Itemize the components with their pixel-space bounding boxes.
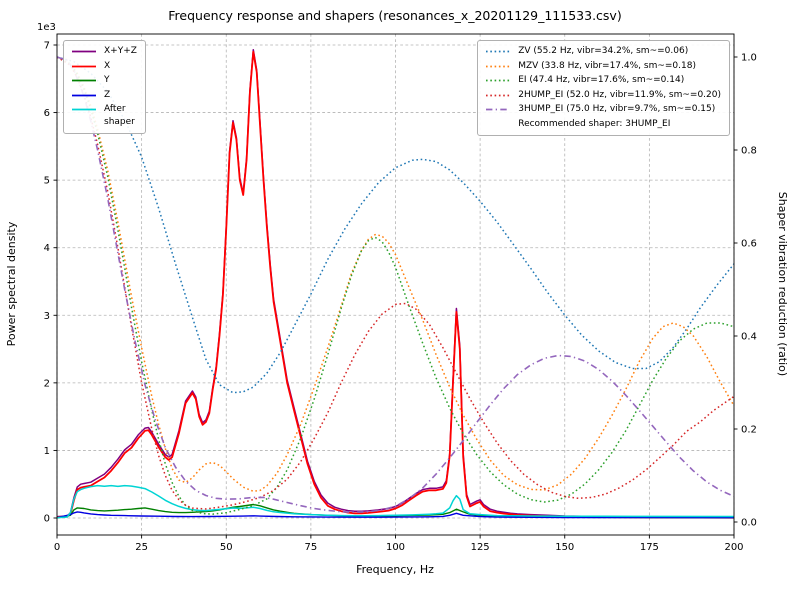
- shaper-legend: ZV (55.2 Hz, vibr=34.2%, sm~=0.06) MZV (3…: [477, 40, 730, 136]
- y-left-tick-label: 7: [44, 41, 50, 52]
- legend-item: X: [71, 60, 137, 73]
- series-y-curve: [57, 503, 734, 519]
- legend-item-label: Z: [104, 89, 111, 100]
- legend-line-sample: [486, 65, 511, 67]
- series-2hump_ei-curve: [57, 56, 734, 510]
- legend-item-label: 2HUMP_EI (52.0 Hz, vibr=11.9%, sm~=0.20): [518, 89, 721, 100]
- legend-item-label: After shaper: [104, 104, 135, 127]
- x-tick-label: 25: [135, 542, 148, 553]
- legend-line-sample: [72, 108, 96, 111]
- y-left-tick-label: 2: [44, 378, 50, 389]
- y-right-tick-label: 1.0: [741, 53, 757, 64]
- legend-item-label: Y: [104, 75, 110, 86]
- x-tick-label: 200: [724, 542, 743, 553]
- legend-item-label: MZV (33.8 Hz, vibr=17.4%, sm~=0.18): [518, 60, 696, 71]
- series-3hump_ei-curve: [57, 56, 734, 513]
- y-left-tick-label: 5: [44, 176, 50, 187]
- x-tick-label: 0: [54, 542, 60, 553]
- y-right-tick-label: 0.6: [741, 239, 757, 250]
- y-right-tick-label: 0.0: [741, 518, 757, 529]
- y-right-tick-label: 0.8: [741, 146, 757, 157]
- x-tick-label: 100: [386, 542, 405, 553]
- legend-line-sample: [486, 108, 511, 111]
- legend-line-sample: [486, 79, 511, 82]
- legend-line-sample: [486, 94, 511, 97]
- legend-item: After shaper: [71, 103, 137, 128]
- x-tick-label: 150: [555, 542, 574, 553]
- psd-legend: X+Y+Z X Y Z After shaper: [63, 40, 146, 134]
- legend-line-sample: [72, 65, 96, 67]
- x-tick-label: 175: [640, 542, 659, 553]
- y-left-tick-label: 6: [44, 108, 50, 119]
- legend-item: EI (47.4 Hz, vibr=17.6%, sm~=0.14): [485, 74, 721, 87]
- legend-line-sample: [72, 94, 96, 97]
- legend-item: MZV (33.8 Hz, vibr=17.4%, sm~=0.18): [485, 60, 721, 73]
- legend-item: Z: [71, 89, 137, 102]
- legend-item-label: 3HUMP_EI (75.0 Hz, vibr=9.7%, sm~=0.15): [518, 104, 716, 115]
- y-axis-offset-label: 1e3: [37, 22, 56, 33]
- legend-item-label: X: [104, 60, 111, 71]
- y-right-tick-label: 0.2: [741, 425, 757, 436]
- legend-line-sample: [72, 50, 96, 53]
- series-ei-curve: [57, 56, 734, 515]
- y-left-tick-label: 3: [44, 311, 50, 322]
- legend-item: 2HUMP_EI (52.0 Hz, vibr=11.9%, sm~=0.20): [485, 89, 721, 102]
- legend-item: X+Y+Z: [71, 45, 137, 58]
- recommended-shaper-note: Recommended shaper: 3HUMP_EI: [518, 118, 671, 129]
- legend-line-sample: [72, 79, 96, 82]
- legend-item: 3HUMP_EI (75.0 Hz, vibr=9.7%, sm~=0.15): [485, 103, 721, 116]
- series-z-curve: [57, 511, 734, 519]
- series-after-shaper-curve: [57, 484, 734, 519]
- x-axis-label: Frequency, Hz: [356, 563, 434, 576]
- y-left-axis-label: Power spectral density: [5, 221, 18, 346]
- x-tick-label: 125: [471, 542, 490, 553]
- legend-item: Y: [71, 74, 137, 87]
- series-x-curve: [57, 50, 734, 519]
- x-tick-label: 50: [220, 542, 233, 553]
- legend-item-label: EI (47.4 Hz, vibr=17.6%, sm~=0.14): [518, 75, 685, 86]
- y-left-tick-label: 4: [44, 243, 50, 254]
- legend-line-sample: [486, 50, 511, 53]
- y-left-tick-label: 0: [44, 514, 50, 525]
- legend-item: ZV (55.2 Hz, vibr=34.2%, sm~=0.06): [485, 45, 721, 58]
- series-zv-curve: [57, 56, 734, 394]
- y-right-axis-label: Shaper vibration reduction (ratio): [776, 192, 789, 376]
- legend-item-label: ZV (55.2 Hz, vibr=34.2%, sm~=0.06): [518, 46, 689, 56]
- y-left-tick-label: 1: [44, 446, 50, 457]
- x-tick-label: 75: [305, 542, 318, 553]
- legend-item-label: X+Y+Z: [104, 46, 137, 56]
- chart-title: Frequency response and shapers (resonanc…: [168, 8, 621, 23]
- y-right-tick-label: 0.4: [741, 332, 757, 343]
